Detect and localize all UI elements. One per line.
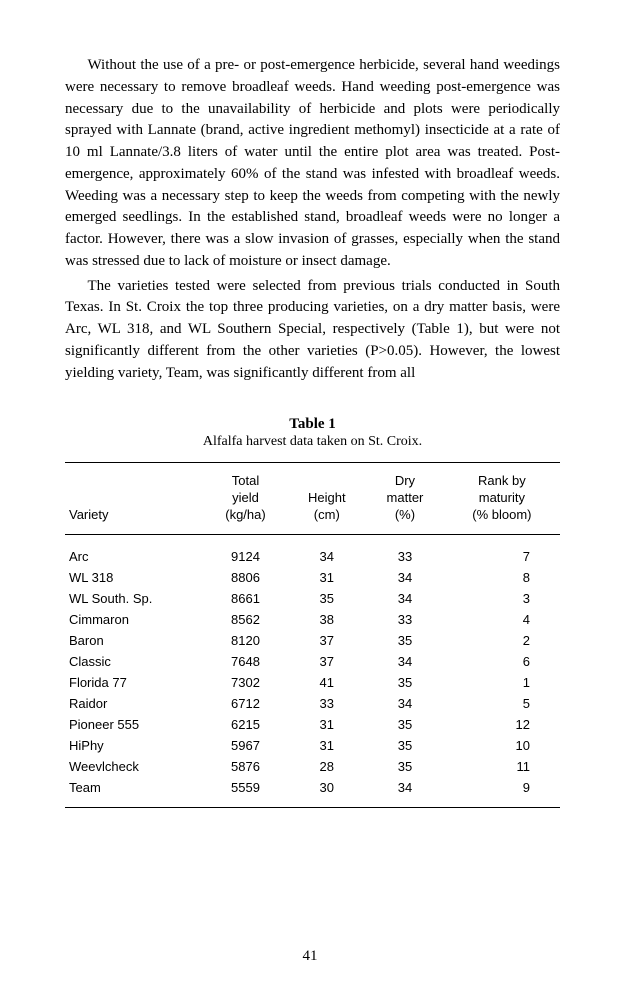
cell-yield: 6215 (204, 714, 288, 735)
table-row: Team555930349 (65, 777, 560, 808)
cell-height: 41 (287, 672, 366, 693)
table-caption: Alfalfa harvest data taken on St. Croix. (65, 434, 560, 450)
cell-dry: 35 (366, 630, 444, 651)
cell-dry: 35 (366, 714, 444, 735)
cell-dry: 34 (366, 588, 444, 609)
col-yield-l1: Total (232, 473, 259, 488)
cell-yield: 8661 (204, 588, 288, 609)
col-rank-l3: (% bloom) (472, 507, 531, 522)
cell-variety: Weevlcheck (65, 756, 204, 777)
cell-height: 31 (287, 714, 366, 735)
col-height-l2: (cm) (314, 507, 340, 522)
cell-rank: 5 (444, 693, 560, 714)
cell-yield: 7648 (204, 651, 288, 672)
table-row: Raidor671233345 (65, 693, 560, 714)
cell-variety: Florida 77 (65, 672, 204, 693)
page-number: 41 (0, 948, 620, 965)
cell-variety: Raidor (65, 693, 204, 714)
cell-dry: 34 (366, 693, 444, 714)
table-row: HiPhy5967313510 (65, 735, 560, 756)
col-yield: Total yield (kg/ha) (204, 463, 288, 535)
cell-yield: 5967 (204, 735, 288, 756)
cell-variety: Pioneer 555 (65, 714, 204, 735)
cell-yield: 5876 (204, 756, 288, 777)
cell-rank: 12 (444, 714, 560, 735)
col-dry-l3: (%) (395, 507, 415, 522)
cell-variety: WL South. Sp. (65, 588, 204, 609)
cell-rank: 6 (444, 651, 560, 672)
table-title: Table 1 (65, 416, 560, 433)
col-height-l1: Height (308, 490, 346, 505)
cell-height: 38 (287, 609, 366, 630)
cell-rank: 2 (444, 630, 560, 651)
cell-rank: 1 (444, 672, 560, 693)
cell-height: 31 (287, 735, 366, 756)
table-row: Arc912434337 (65, 534, 560, 567)
table-row: Cimmaron856238334 (65, 609, 560, 630)
cell-height: 37 (287, 651, 366, 672)
table-row: Florida 77730241351 (65, 672, 560, 693)
cell-yield: 6712 (204, 693, 288, 714)
cell-dry: 34 (366, 777, 444, 808)
table-row: WL South. Sp.866135343 (65, 588, 560, 609)
cell-height: 31 (287, 567, 366, 588)
table-row: Weevlcheck5876283511 (65, 756, 560, 777)
cell-dry: 34 (366, 567, 444, 588)
col-dry-l1: Dry (395, 473, 415, 488)
col-rank: Rank by maturity (% bloom) (444, 463, 560, 535)
table-container: Table 1 Alfalfa harvest data taken on St… (65, 416, 560, 808)
cell-height: 30 (287, 777, 366, 808)
col-yield-l3: (kg/ha) (225, 507, 265, 522)
cell-yield: 8806 (204, 567, 288, 588)
cell-dry: 35 (366, 672, 444, 693)
cell-height: 35 (287, 588, 366, 609)
cell-height: 28 (287, 756, 366, 777)
data-table: Variety Total yield (kg/ha) Height (cm) … (65, 462, 560, 808)
cell-yield: 8562 (204, 609, 288, 630)
table-row: Baron812037352 (65, 630, 560, 651)
cell-variety: Classic (65, 651, 204, 672)
cell-rank: 9 (444, 777, 560, 808)
col-yield-l2: yield (232, 490, 259, 505)
cell-height: 33 (287, 693, 366, 714)
table-row: Classic764837346 (65, 651, 560, 672)
cell-rank: 7 (444, 534, 560, 567)
cell-yield: 9124 (204, 534, 288, 567)
cell-dry: 33 (366, 609, 444, 630)
table-row: Pioneer 5556215313512 (65, 714, 560, 735)
col-height: Height (cm) (287, 463, 366, 535)
cell-variety: Team (65, 777, 204, 808)
cell-variety: Arc (65, 534, 204, 567)
col-rank-l2: maturity (479, 490, 525, 505)
cell-yield: 7302 (204, 672, 288, 693)
cell-height: 37 (287, 630, 366, 651)
col-rank-l1: Rank by (478, 473, 526, 488)
cell-dry: 33 (366, 534, 444, 567)
col-dry-l2: matter (387, 490, 424, 505)
cell-yield: 8120 (204, 630, 288, 651)
cell-rank: 8 (444, 567, 560, 588)
table-body: Arc912434337WL 318880631348WL South. Sp.… (65, 534, 560, 807)
cell-variety: Baron (65, 630, 204, 651)
cell-rank: 3 (444, 588, 560, 609)
cell-height: 34 (287, 534, 366, 567)
table-row: WL 318880631348 (65, 567, 560, 588)
col-dry: Dry matter (%) (366, 463, 444, 535)
cell-dry: 35 (366, 756, 444, 777)
cell-dry: 34 (366, 651, 444, 672)
cell-rank: 4 (444, 609, 560, 630)
cell-rank: 11 (444, 756, 560, 777)
body-paragraph-2: The varieties tested were selected from … (65, 276, 560, 385)
cell-variety: HiPhy (65, 735, 204, 756)
cell-variety: WL 318 (65, 567, 204, 588)
table-header-row: Variety Total yield (kg/ha) Height (cm) … (65, 463, 560, 535)
cell-yield: 5559 (204, 777, 288, 808)
cell-variety: Cimmaron (65, 609, 204, 630)
cell-dry: 35 (366, 735, 444, 756)
body-paragraph-1: Without the use of a pre- or post-emerge… (65, 55, 560, 273)
cell-rank: 10 (444, 735, 560, 756)
col-variety: Variety (65, 463, 204, 535)
